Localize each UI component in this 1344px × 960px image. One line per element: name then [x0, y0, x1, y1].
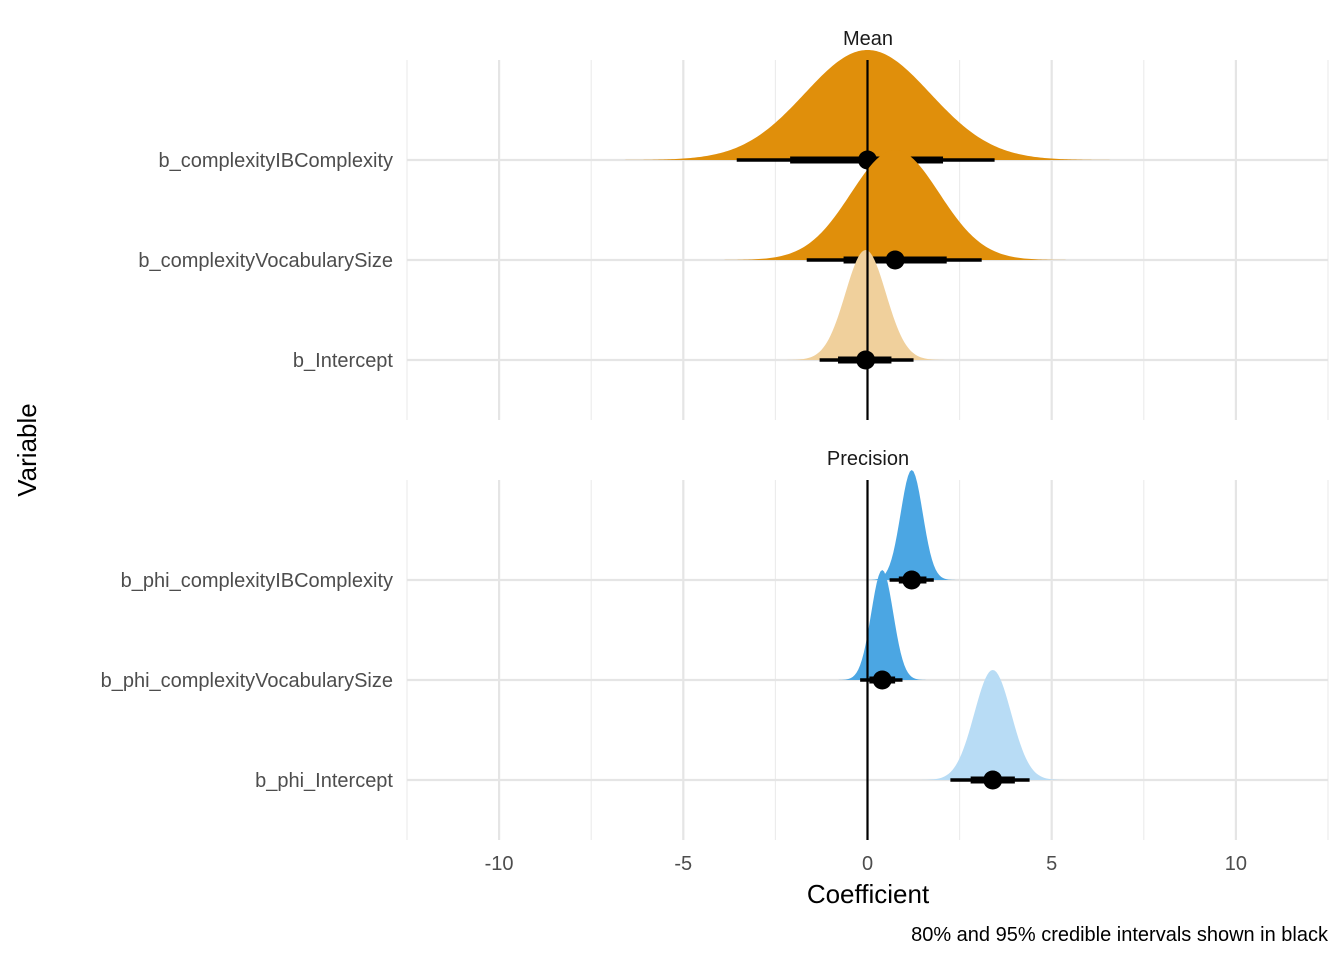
- x-axis-title: Coefficient: [807, 879, 930, 909]
- x-tick-label: -5: [674, 853, 692, 875]
- median-point-b-complexityvocabularysize: [885, 250, 905, 270]
- label-layer: Mean b_complexityIBComplexity b_complexity…: [101, 28, 1247, 875]
- y-tick-label-b-phi-complexityvocabularysize: b_phi_complexityVocabularySize: [101, 670, 393, 692]
- median-point-b-intercept: [856, 350, 876, 370]
- median-point-b-phi-complexityibcomplexity: [902, 570, 922, 590]
- x-tick-label: 5: [1046, 853, 1057, 875]
- x-tick-label: 10: [1225, 853, 1247, 875]
- y-tick-label-b-phi-complexityibcomplexity: b_phi_complexityIBComplexity: [121, 570, 393, 592]
- y-tick-label-b-complexityvocabularysize: b_complexityVocabularySize: [138, 250, 393, 272]
- median-point-b-phi-complexityvocabularysize: [872, 670, 892, 690]
- y-tick-label-b-complexityibcomplexity: b_complexityIBComplexity: [158, 150, 393, 172]
- x-tick-label: 0: [862, 853, 873, 875]
- y-tick-label-b-intercept: b_Intercept: [293, 350, 394, 372]
- mark-layer: [407, 50, 1328, 840]
- facet-title-mean: Mean: [843, 28, 893, 50]
- y-tick-label-b-phi-intercept: b_phi_Intercept: [255, 770, 393, 792]
- median-point-b-phi-intercept: [983, 770, 1003, 790]
- chart-caption: 80% and 95% credible intervals shown in …: [911, 924, 1329, 946]
- x-tick-label: -10: [485, 853, 514, 875]
- facet-title-precision: Precision: [827, 448, 909, 470]
- y-axis-title: Variable: [12, 403, 42, 496]
